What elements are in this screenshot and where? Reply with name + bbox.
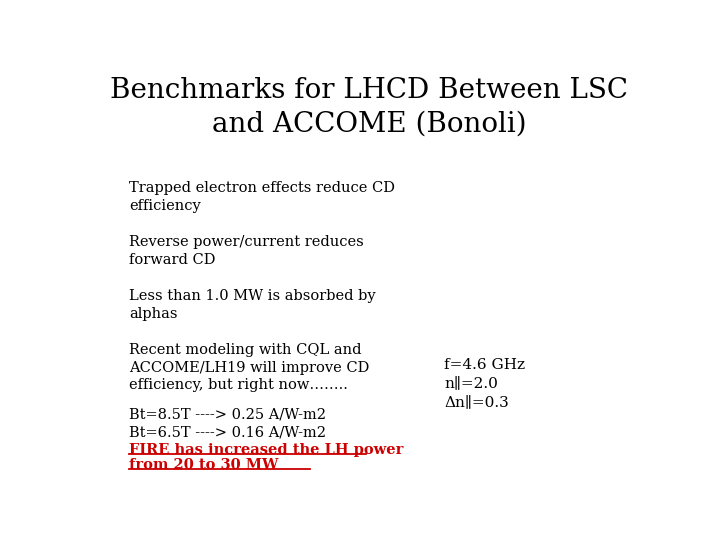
Text: Bt=8.5T ----> 0.25 A/W-m2
Bt=6.5T ----> 0.16 A/W-m2: Bt=8.5T ----> 0.25 A/W-m2 Bt=6.5T ----> … — [129, 408, 326, 439]
Text: Trapped electron effects reduce CD
efficiency: Trapped electron effects reduce CD effic… — [129, 181, 395, 213]
Text: Benchmarks for LHCD Between LSC
and ACCOME (Bonoli): Benchmarks for LHCD Between LSC and ACCO… — [110, 77, 628, 138]
Text: f=4.6 GHz
n∥=2.0
Δn∥=0.3: f=4.6 GHz n∥=2.0 Δn∥=0.3 — [444, 358, 526, 409]
Text: from 20 to 30 MW: from 20 to 30 MW — [129, 458, 279, 472]
Text: Less than 1.0 MW is absorbed by
alphas: Less than 1.0 MW is absorbed by alphas — [129, 289, 376, 321]
Text: Reverse power/current reduces
forward CD: Reverse power/current reduces forward CD — [129, 235, 364, 267]
Text: FIRE has increased the LH power: FIRE has increased the LH power — [129, 443, 403, 457]
Text: Recent modeling with CQL and
ACCOME/LH19 will improve CD
efficiency, but right n: Recent modeling with CQL and ACCOME/LH19… — [129, 343, 369, 392]
